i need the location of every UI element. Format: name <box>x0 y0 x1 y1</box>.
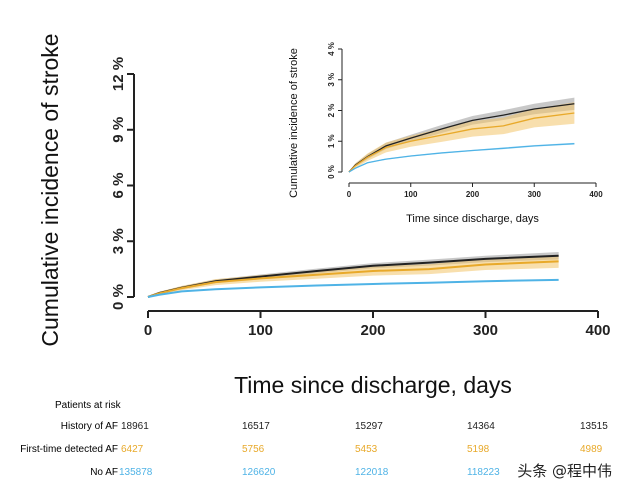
y-tick-label: 1 % <box>327 134 336 148</box>
risk-row-label: First-time detected AF <box>20 444 118 455</box>
risk-count: 18961 <box>121 421 149 432</box>
x-tick-label: 300 <box>473 322 498 339</box>
risk-row-label: No AF <box>90 467 118 478</box>
y-tick-label: 3 % <box>327 73 336 87</box>
x-tick-label: 200 <box>466 190 480 199</box>
risk-row-label: History of AF <box>60 421 118 432</box>
risk-count: 15297 <box>355 421 383 432</box>
x-axis-label: Time since discharge, days <box>234 372 512 398</box>
x-tick-label: 400 <box>585 322 610 339</box>
x-tick-label: 0 <box>144 322 152 339</box>
x-tick-label: 100 <box>248 322 273 339</box>
risk-count: 4989 <box>580 444 603 455</box>
x-tick-label: 0 <box>347 190 352 199</box>
risk-count: 126620 <box>242 467 276 478</box>
ci-band-first-time-detected-af <box>349 102 575 172</box>
risk-count: 5756 <box>242 444 265 455</box>
y-tick-label: 2 % <box>327 104 336 118</box>
x-tick-label: 200 <box>360 322 385 339</box>
risk-table-title: Patients at risk <box>55 400 121 411</box>
risk-count: 6427 <box>121 444 144 455</box>
y-tick-label: 0 % <box>110 284 127 310</box>
series-line-first-time-detected-af <box>147 260 559 298</box>
x-tick-label: 400 <box>589 190 603 199</box>
risk-count: 14364 <box>467 421 495 432</box>
y-axis-label: Cumulative incidence of stroke <box>37 33 63 346</box>
series-line-no-af <box>348 143 575 173</box>
x-tick-label: 300 <box>528 190 542 199</box>
series-line-no-af <box>147 278 559 298</box>
y-tick-label: 9 % <box>110 117 127 143</box>
y-tick-label: 3 % <box>110 228 127 254</box>
x-axis-label: Time since discharge, days <box>406 213 539 225</box>
watermark: 头条 @程中伟 <box>517 462 612 480</box>
risk-count: 13515 <box>580 421 608 432</box>
y-tick-label: 6 % <box>110 173 127 199</box>
risk-count: 122018 <box>355 467 389 478</box>
risk-count: 16517 <box>242 421 270 432</box>
risk-count: 135878 <box>119 467 153 478</box>
y-tick-label: 0 % <box>327 165 336 179</box>
y-axis-label: Cumulative incidence of stroke <box>288 48 300 198</box>
series-line-first-time-detected-af <box>348 112 575 173</box>
y-tick-label: 4 % <box>327 42 336 56</box>
risk-count: 5453 <box>355 444 378 455</box>
ci-band-no-af <box>349 142 575 172</box>
ci-band-first-time-detected-af <box>148 254 559 297</box>
risk-count: 118223 <box>467 467 500 478</box>
risk-count: 5198 <box>467 444 490 455</box>
x-tick-label: 100 <box>404 190 418 199</box>
y-tick-label: 12 % <box>110 57 127 91</box>
